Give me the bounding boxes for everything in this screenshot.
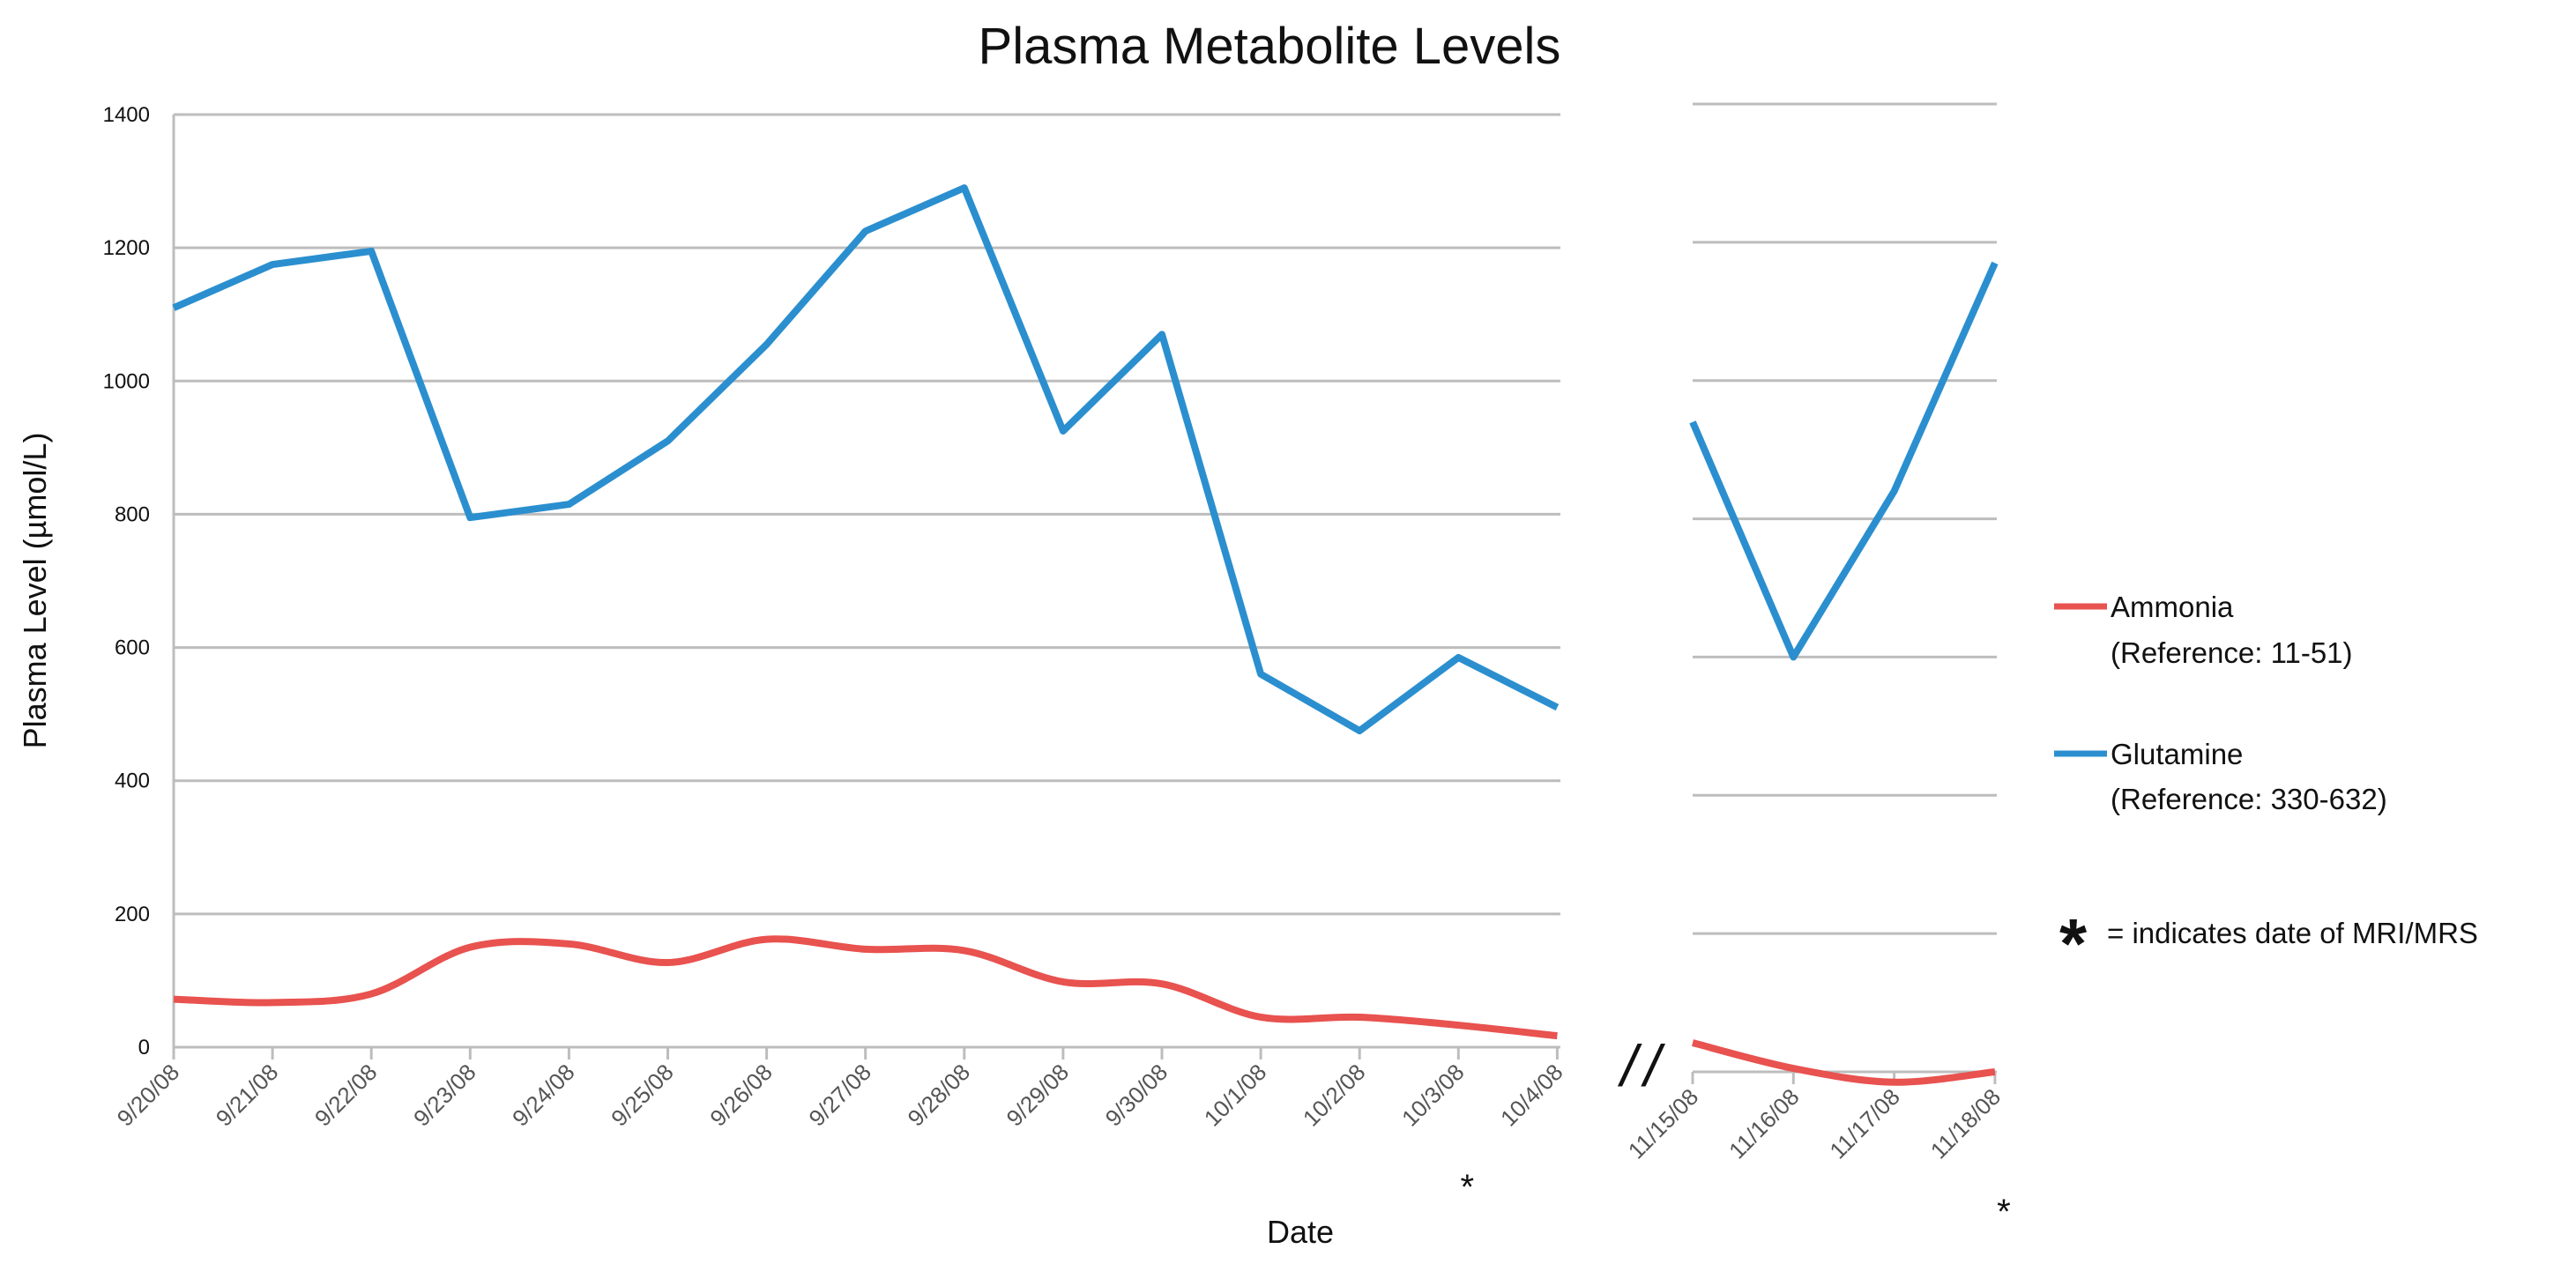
mri-note-text: = indicates date of MRI/MRS [2107, 917, 2478, 949]
x-tick-label: 9/25/08 [606, 1059, 679, 1132]
x-tick-label: 9/23/08 [408, 1059, 481, 1132]
x-tick-label: 9/20/08 [112, 1059, 185, 1132]
y-tick-label: 200 [115, 903, 150, 926]
x-tick-label: 10/3/08 [1396, 1059, 1470, 1132]
legend: Ammonia (Reference: 11-51) Glutamine (Re… [2054, 591, 2478, 983]
series-line-ammonia [1692, 1039, 1996, 1086]
x-tick-label: 10/2/08 [1298, 1059, 1371, 1132]
x-tick-label: 11/17/08 [1824, 1083, 1904, 1164]
legend-reference-ammonia: (Reference: 11-51) [2111, 636, 2353, 669]
y-tick-label: 1200 [103, 236, 150, 260]
series-line-glutamine [172, 184, 1560, 735]
x-tick-label: 10/4/08 [1495, 1059, 1568, 1132]
legend-label-ammonia: Ammonia [2111, 591, 2234, 623]
legend-reference-glutamine: (Reference: 330-632) [2111, 783, 2387, 815]
y-tick-label: 1400 [103, 103, 150, 127]
x-tick-label: 9/29/08 [1001, 1059, 1075, 1132]
x-tick-label: 11/18/08 [1925, 1083, 2006, 1164]
x-tick-label: 9/27/08 [803, 1059, 876, 1132]
legend-label-glutamine: Glutamine [2111, 738, 2243, 770]
x-tick-label: 9/21/08 [211, 1059, 284, 1132]
y-tick-label: 400 [115, 770, 150, 793]
gridlines [172, 102, 1997, 1084]
mri-date-marker: * [1461, 1168, 1475, 1207]
axis-break-mark: // [1618, 1033, 1668, 1098]
series-line-glutamine [1689, 261, 1999, 661]
chart-title: Plasma Metabolite Levels [979, 18, 1561, 75]
x-tick-label: 9/30/08 [1100, 1059, 1173, 1132]
x-axis-label: Date [1267, 1214, 1334, 1250]
x-tick-label: 10/1/08 [1199, 1059, 1272, 1132]
x-axis-ticks: 9/20/08 9/21/08 9/22/08 9/23/08 9/24/08 9/25/… [112, 1059, 2006, 1164]
y-tick-label: 0 [138, 1036, 150, 1060]
mri-date-marker: * [1997, 1193, 2011, 1231]
series-line-ammonia [173, 935, 1558, 1040]
series-lines [172, 184, 1999, 1086]
x-tick-label: 9/22/08 [309, 1059, 383, 1132]
y-tick-label: 800 [115, 502, 150, 526]
x-tick-label: 11/16/08 [1724, 1083, 1804, 1164]
y-tick-label: 600 [115, 636, 150, 660]
mri-note-asterisk: * [2059, 904, 2088, 983]
x-tick-label: 9/28/08 [902, 1059, 975, 1132]
y-tick-label: 1000 [103, 369, 150, 393]
x-tick-label: 9/26/08 [704, 1059, 778, 1132]
x-tick-label: 9/24/08 [507, 1059, 580, 1132]
mri-markers: ** [1461, 1168, 2011, 1231]
y-axis-ticks: 0 200 400 600 800 1000 1200 1400 [103, 103, 150, 1060]
y-axis-label: Plasma Level (µmol/L) [17, 433, 53, 749]
